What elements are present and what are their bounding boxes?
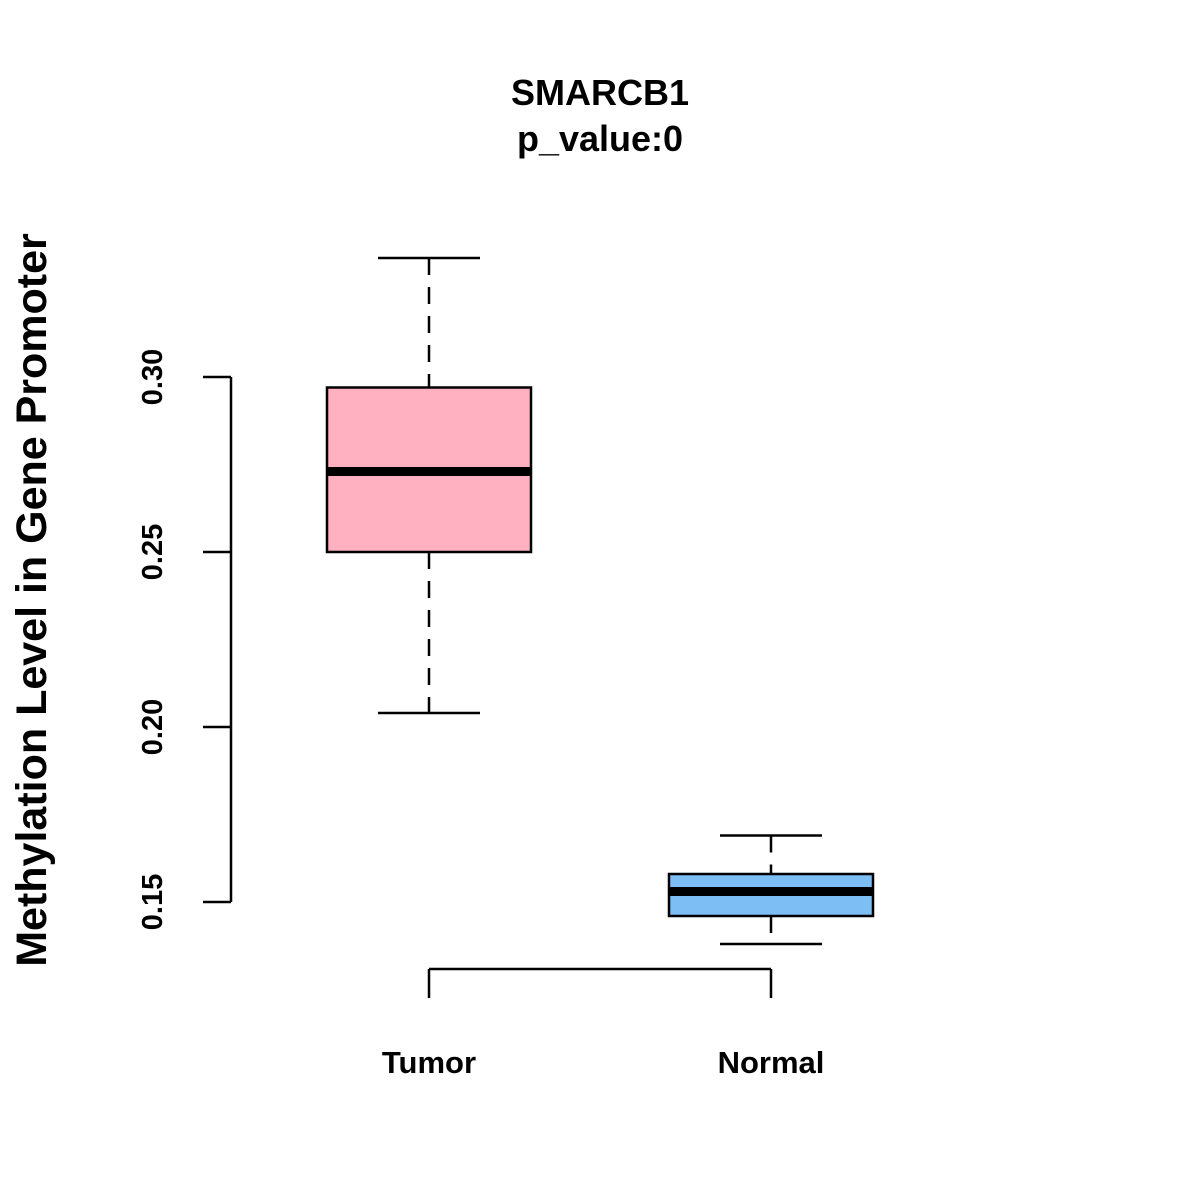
chart-subtitle: p_value:0 [516,118,684,159]
boxes [325,256,875,946]
y-axis: 0.15 0.20 0.25 0.30 [137,349,233,930]
y-axis-label: Methylation Level in Gene Promoter [8,233,56,967]
x-tick-label-normal: Normal [718,1045,825,1080]
y-tick-label: 0.15 [137,874,169,930]
chart-title: SMARCB1 [510,72,689,113]
x-tick-label-tumor: Tumor [382,1045,476,1080]
y-tick-label: 0.25 [137,524,169,580]
y-tick-label: 0.20 [137,699,169,755]
x-axis: Tumor Normal [382,967,825,1080]
box-normal [667,834,875,946]
box-tumor [325,256,533,715]
y-tick-label: 0.30 [137,349,169,405]
